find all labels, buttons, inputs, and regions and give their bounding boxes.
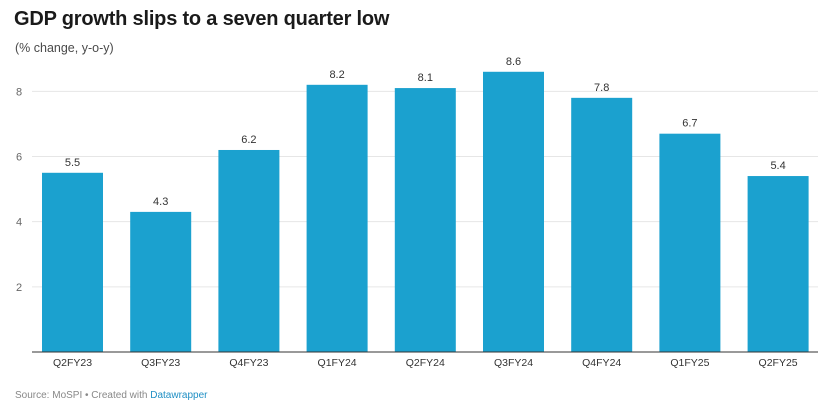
bar-value-label: 5.5	[65, 157, 80, 169]
bar-Q2FY24	[394, 88, 456, 352]
y-tick-label: 4	[16, 217, 22, 229]
footer-credit: Source: MoSPI • Created with Datawrapper	[15, 390, 208, 401]
y-tick-label: 8	[16, 86, 22, 98]
bar-Q2FY23	[42, 172, 103, 352]
source-text: Source: MoSPI • Created with	[15, 390, 151, 401]
x-tick-label: Q4FY24	[582, 357, 621, 369]
bar-Q4FY23	[218, 149, 280, 352]
bar-value-label: 4.3	[153, 196, 168, 208]
bar-Q1FY24	[306, 84, 368, 352]
chart-subtitle: (% change, y-o-y)	[15, 41, 114, 55]
x-tick-label: Q2FY25	[759, 357, 798, 369]
x-tick-label: Q3FY23	[141, 357, 180, 369]
datawrapper-link[interactable]: Datawrapper	[150, 390, 208, 401]
x-tick-label: Q1FY24	[318, 357, 357, 369]
x-tick-label: Q1FY25	[670, 357, 709, 369]
bar-value-label: 8.2	[329, 69, 344, 81]
bar-Q3FY24	[483, 71, 544, 353]
x-tick-label: Q2FY23	[53, 357, 92, 369]
bar-Q1FY25	[659, 133, 721, 352]
bar-value-label: 8.6	[506, 56, 521, 68]
chart-title: GDP growth slips to a seven quarter low	[14, 8, 390, 30]
x-tick-label: Q3FY24	[494, 357, 533, 369]
bar-value-label: 6.2	[241, 134, 256, 146]
x-tick-label: Q2FY24	[406, 357, 445, 369]
bar-value-label: 7.8	[594, 82, 609, 94]
bar-value-label: 6.7	[682, 118, 697, 130]
axes: 2 4 6 8 Q2FY23 Q3FY23 Q4FY23 Q1FY24 Q2FY24 Q3FY24…	[16, 86, 818, 369]
bars	[42, 71, 809, 353]
bar-value-label: 8.1	[418, 72, 433, 84]
bar-value-label: 5.4	[770, 160, 785, 172]
y-tick-label: 2	[16, 282, 22, 294]
bar-Q3FY23	[130, 211, 192, 352]
bar-Q2FY25	[747, 176, 809, 352]
bar-Q4FY24	[571, 97, 633, 352]
value-labels: 5.5 4.3 6.2 8.2 8.1 8.6 7.8 6.7 5.4	[65, 56, 786, 208]
y-tick-label: 6	[16, 151, 22, 163]
x-tick-label: Q4FY23	[229, 357, 268, 369]
